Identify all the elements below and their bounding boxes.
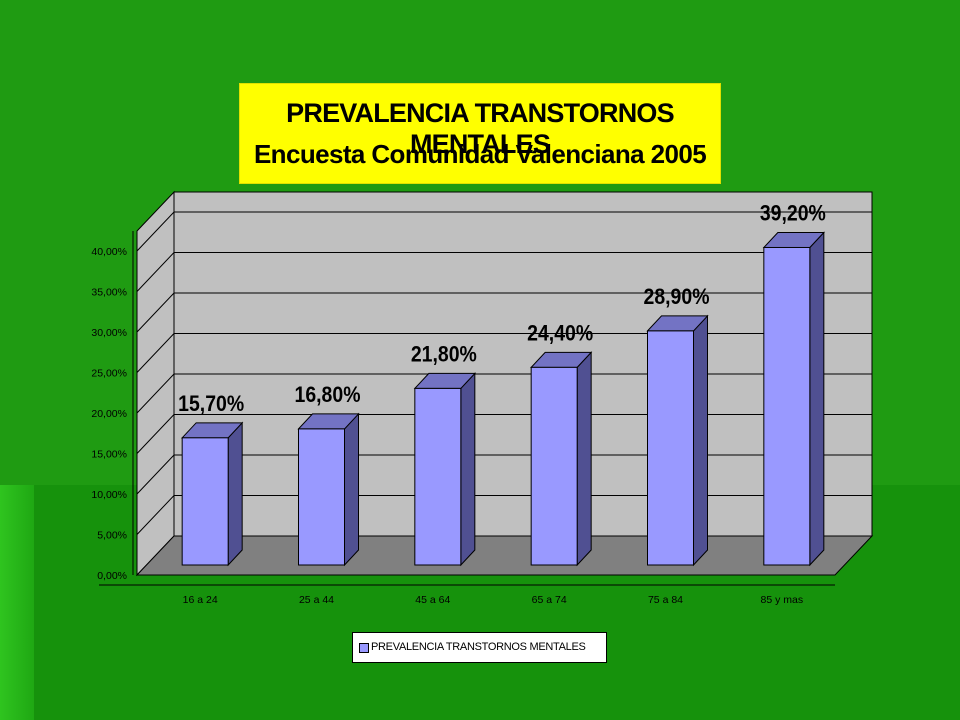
gridline: [136, 414, 872, 454]
bar-front: [181, 437, 229, 566]
bar-side: [693, 314, 708, 567]
y-tick-label: 0,00%: [97, 570, 127, 582]
x-axis-labels: 16 a 24 25 a 44 45 a 64 65 a 74 75 a 84 85 y …: [183, 594, 803, 606]
x-tick-label: 25 a 44: [299, 594, 334, 606]
bar: [297, 412, 360, 567]
bar: [530, 351, 593, 567]
y-tick-label: 25,00%: [91, 368, 127, 380]
bar-side: [576, 351, 592, 567]
legend-label: PREVALENCIA TRANSTORNOS MENTALES: [371, 641, 586, 653]
x-tick-label: 65 a 74: [532, 594, 567, 606]
gridline: [136, 333, 872, 373]
x-tick-label: 16 a 24: [183, 594, 218, 606]
data-label: 24,40%: [527, 320, 593, 345]
bar-front: [647, 330, 694, 566]
gridline: [136, 495, 872, 535]
y-tick-label: 35,00%: [91, 287, 127, 299]
bar: [181, 421, 244, 567]
data-label: 16,80%: [295, 382, 361, 407]
bar-front: [763, 246, 811, 566]
legend: PREVALENCIA TRANSTORNOS MENTALES: [352, 632, 607, 663]
y-tick-label: 30,00%: [91, 327, 127, 339]
y-tick-label: 20,00%: [91, 408, 127, 420]
floor: [135, 535, 874, 576]
title-box: PREVALENCIA TRANSTORNOS MENTALES Encuest…: [240, 84, 720, 183]
bars: [181, 231, 825, 567]
data-labels: 15,70% 16,80% 21,80% 24,40% 28,90% 39,20%: [178, 200, 826, 415]
y-axis-labels: 0,00% 5,00% 10,00% 15,00% 20,00% 25,00% 30,00%…: [91, 246, 127, 582]
bar-side: [344, 412, 359, 567]
gridline: [136, 292, 872, 333]
data-label: 21,80%: [411, 341, 477, 366]
bar-side: [809, 231, 825, 567]
side-wall: [136, 190, 175, 577]
bar: [413, 372, 476, 567]
bar-front: [414, 387, 462, 566]
bar: [762, 231, 825, 567]
x-tick-label: 45 a 64: [415, 594, 450, 606]
background-accent-left: [0, 485, 34, 720]
legend-swatch: [359, 643, 369, 653]
gridline: [136, 373, 872, 414]
bar: [646, 314, 709, 567]
gridline: [136, 454, 872, 495]
title-line-2: Encuesta Comunidad Valenciana 2005: [253, 139, 707, 169]
y-tick-label: 5,00%: [97, 530, 127, 542]
data-label: 15,70%: [178, 391, 244, 416]
gridline: [136, 252, 872, 292]
bar-front: [298, 428, 345, 566]
bar-side: [460, 372, 476, 567]
bar-side: [227, 421, 243, 567]
y-tick-label: 15,00%: [91, 449, 127, 461]
data-label: 39,20%: [760, 200, 826, 225]
gridline: [136, 211, 872, 252]
x-tick-label: 85 y mas: [761, 594, 804, 606]
x-tick-label: 75 a 84: [648, 594, 683, 606]
title-line-1: PREVALENCIA TRANSTORNOS MENTALES: [286, 98, 674, 159]
y-tick-label: 40,00%: [91, 246, 127, 258]
bar-front: [530, 366, 578, 566]
y-tick-label: 10,00%: [91, 489, 127, 501]
data-label: 28,90%: [644, 284, 710, 309]
